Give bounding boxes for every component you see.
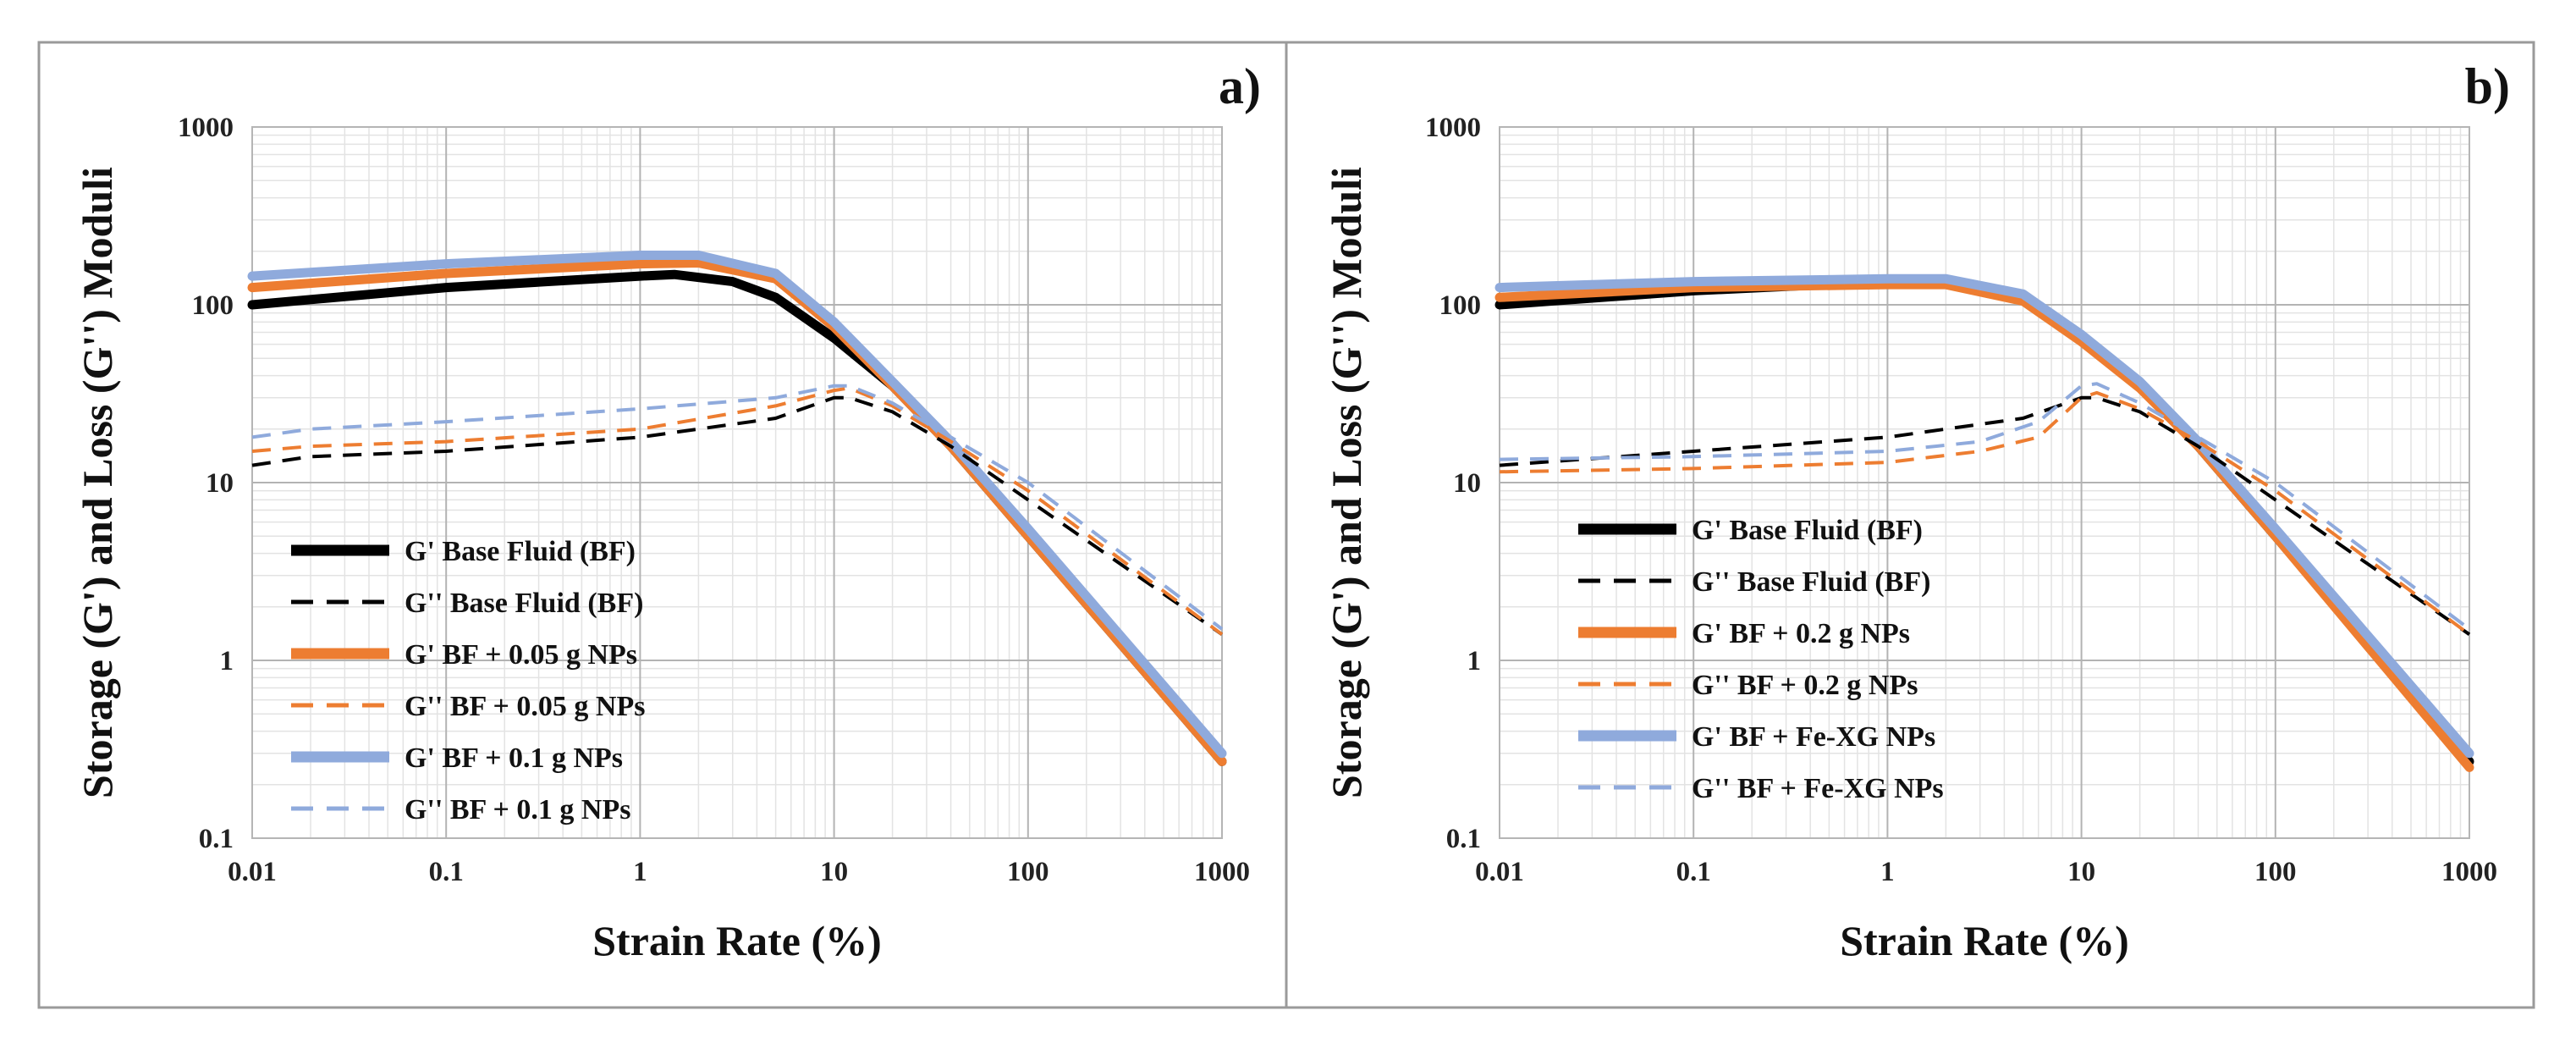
series-line-g-base-fluid-bf	[1499, 395, 2471, 636]
legend-label: G' BF + Fe-XG NPs	[1692, 721, 1935, 753]
y-tick-label: 100	[192, 290, 234, 321]
series-line-g-bf-0-1-g-nps	[251, 384, 1224, 631]
series-line-g-base-fluid-bf	[251, 395, 1224, 636]
x-axis-title: Strain Rate (%)	[592, 917, 882, 964]
legend-label: G'' BF + Fe-XG NPs	[1692, 773, 1944, 804]
x-tick-label: 1000	[1194, 857, 1250, 887]
y-tick-label: 100	[1439, 290, 1482, 321]
x-tick-label: 1000	[2441, 857, 2497, 887]
x-tick-label: 1	[633, 857, 647, 887]
y-tick-label: 1	[1467, 646, 1482, 676]
legend-label: G' Base Fluid (BF)	[405, 536, 636, 567]
x-tick-label: 100	[1007, 857, 1049, 887]
series-line-g-bf-0-1-g-nps	[247, 251, 1227, 759]
series-line-g-bf-fe-xg-nps	[1494, 273, 2474, 759]
y-tick-label: 1000	[178, 113, 234, 143]
x-tick-label: 0.01	[228, 857, 277, 887]
plot-area	[251, 126, 1223, 839]
x-tick-label: 0.1	[1676, 857, 1711, 887]
x-tick-label: 1	[1880, 857, 1895, 887]
legend-label: G' BF + 0.2 g NPs	[1692, 618, 1910, 649]
plot-area	[1499, 126, 2470, 839]
x-tick-label: 0.1	[429, 857, 464, 887]
legend-label: G'' BF + 0.05 g NPs	[405, 691, 645, 722]
y-tick-label: 1	[220, 646, 234, 676]
panel-frame-a	[37, 41, 1288, 1009]
panel-frame-b	[1285, 41, 2535, 1009]
x-tick-label: 10	[820, 857, 848, 887]
series-line-g-bf-0-05-g-nps	[251, 386, 1224, 636]
y-axis-title: Storage (G') and Loss (G'') Moduli	[1323, 167, 1370, 798]
y-axis-title: Storage (G') and Loss (G'') Moduli	[74, 167, 121, 798]
y-tick-label: 0.1	[199, 824, 234, 854]
legend-label: G' BF + 0.1 g NPs	[405, 743, 623, 774]
y-tick-label: 10	[1453, 468, 1481, 499]
y-tick-label: 0.1	[1446, 824, 1481, 854]
panel-label: b)	[2465, 58, 2510, 114]
x-axis-title: Strain Rate (%)	[1840, 917, 2129, 964]
legend-label: G' BF + 0.05 g NPs	[405, 639, 637, 671]
legend-label: G'' BF + 0.2 g NPs	[1692, 670, 1918, 701]
y-tick-label: 1000	[1425, 113, 1481, 143]
legend-label: G'' Base Fluid (BF)	[405, 588, 643, 619]
legend-label: G' Base Fluid (BF)	[1692, 515, 1923, 546]
legend-label: G'' Base Fluid (BF)	[1692, 566, 1930, 598]
panel-label: a)	[1219, 58, 1261, 114]
x-tick-label: 100	[2254, 857, 2297, 887]
x-tick-label: 10	[2067, 857, 2095, 887]
y-tick-label: 10	[206, 468, 234, 499]
x-tick-label: 0.01	[1475, 857, 1524, 887]
legend-label: G'' BF + 0.1 g NPs	[405, 794, 630, 825]
